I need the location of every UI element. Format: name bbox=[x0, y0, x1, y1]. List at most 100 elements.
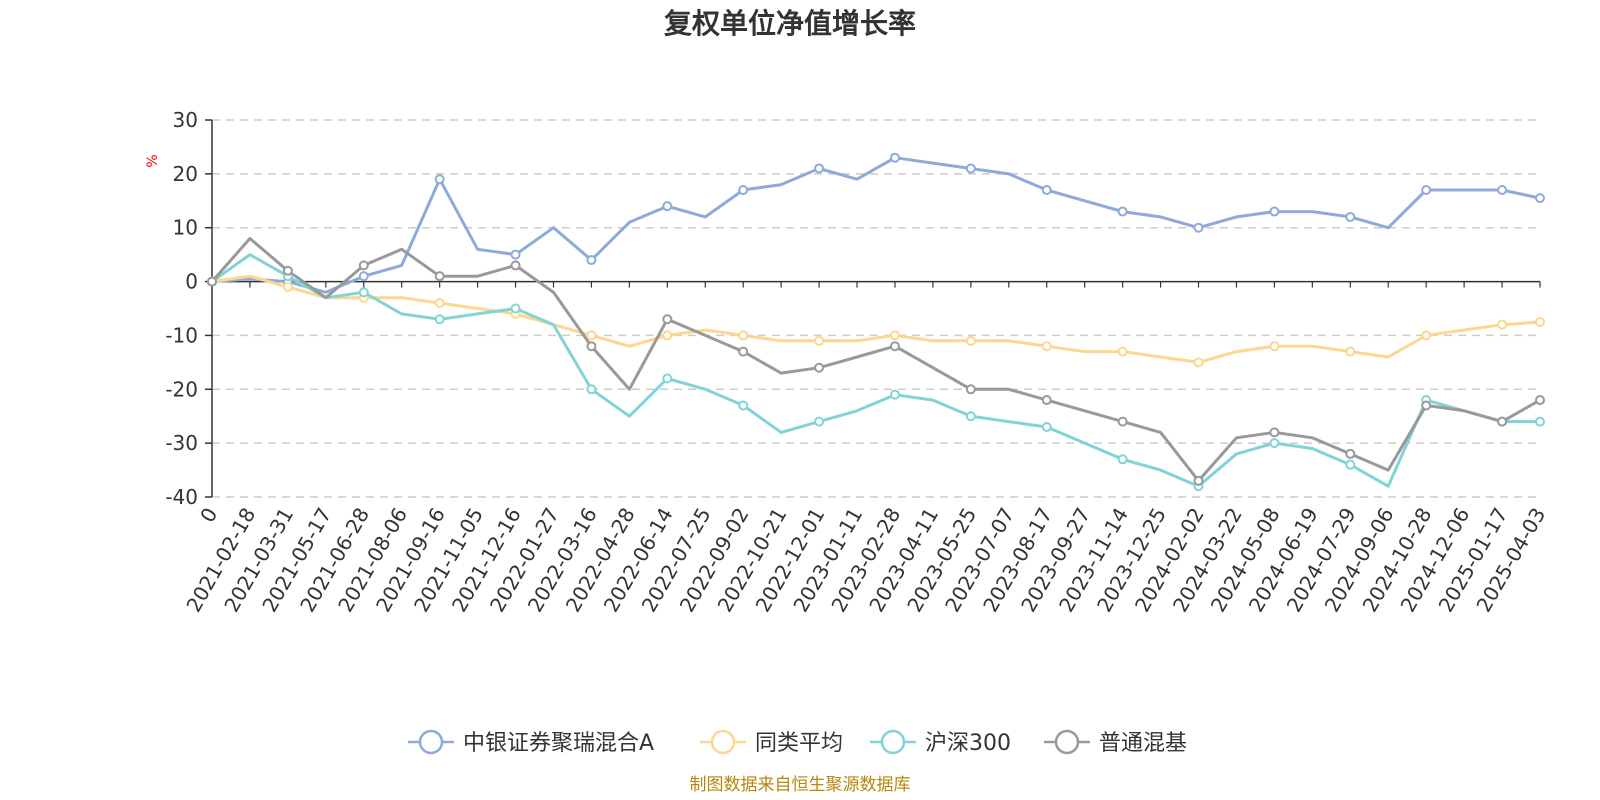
y-tick-label-2: 10 bbox=[173, 216, 198, 240]
series-2-point-6 bbox=[434, 314, 445, 325]
series-2-point-24 bbox=[1117, 454, 1128, 465]
series-0-point-34 bbox=[1497, 185, 1508, 196]
series-3-point-2 bbox=[282, 265, 293, 276]
y-tick-labels: 30 20 10 0 -10 -20 -30 -40 bbox=[165, 108, 198, 509]
series-1-point-26 bbox=[1193, 357, 1204, 368]
series-3-point-14 bbox=[738, 346, 749, 357]
series-3-point-34 bbox=[1497, 416, 1508, 427]
series-3-point-0 bbox=[207, 276, 217, 287]
legend-marker-0 bbox=[418, 729, 444, 755]
series-3-point-4 bbox=[358, 260, 369, 271]
legend-marker-1 bbox=[710, 729, 736, 755]
series-0-point-4 bbox=[358, 271, 369, 282]
series-3-point-18 bbox=[889, 341, 900, 352]
legend-item-0[interactable]: 中银证券聚瑞混合A bbox=[408, 729, 654, 756]
legend-item-1[interactable]: 同类平均 bbox=[700, 729, 843, 756]
series-1-point-28 bbox=[1269, 341, 1280, 352]
series-3-point-10 bbox=[586, 341, 597, 352]
y-tick-label-7: -40 bbox=[165, 485, 198, 509]
x-tick-label-0: 0 bbox=[195, 504, 222, 527]
series-2-point-4 bbox=[358, 287, 369, 298]
series-2-point-12 bbox=[662, 373, 673, 384]
series-3-point-26 bbox=[1193, 475, 1204, 486]
y-tick-label-4: -10 bbox=[165, 323, 198, 347]
series-0-point-28 bbox=[1269, 206, 1280, 217]
series-0-point-10 bbox=[586, 255, 597, 266]
series-2-point-30 bbox=[1345, 459, 1356, 470]
series-0-point-14 bbox=[738, 185, 749, 196]
series-0-point-6 bbox=[434, 174, 445, 185]
series-line-1 bbox=[211, 274, 1541, 364]
series-1-point-30 bbox=[1345, 346, 1356, 357]
series-2-point-20 bbox=[965, 411, 976, 422]
legend-label-2: 沪深300 bbox=[925, 731, 1011, 756]
series-2-point-28 bbox=[1269, 438, 1280, 449]
legend-label-0: 中银证券聚瑞混合A bbox=[463, 731, 654, 756]
series-1-point-12 bbox=[662, 330, 673, 341]
series-0-point-16 bbox=[814, 163, 825, 174]
series-3-point-16 bbox=[814, 362, 825, 373]
series-0-point-26 bbox=[1193, 222, 1204, 233]
source-note: 制图数据来自恒生聚源数据库 bbox=[690, 775, 911, 795]
series-lines bbox=[207, 152, 1545, 492]
series-0-point-20 bbox=[965, 163, 976, 174]
series-0-point-30 bbox=[1345, 211, 1356, 222]
series-3-point-24 bbox=[1117, 416, 1128, 427]
series-line-2 bbox=[211, 253, 1540, 488]
series-3-point-6 bbox=[434, 271, 445, 282]
series-3-point-20 bbox=[965, 384, 976, 395]
series-0-point-18 bbox=[889, 152, 900, 163]
series-2-point-16 bbox=[814, 416, 825, 427]
legend-marker-3 bbox=[1054, 729, 1080, 755]
series-line-3 bbox=[210, 237, 1541, 483]
y-tick-label-0: 30 bbox=[173, 108, 198, 132]
series-1-point-22 bbox=[1041, 341, 1052, 352]
series-3-point-28 bbox=[1269, 427, 1280, 438]
legend-item-2[interactable]: 沪深300 bbox=[870, 729, 1011, 756]
series-1-point-34 bbox=[1497, 319, 1508, 330]
y-tick-label-5: -20 bbox=[165, 377, 198, 401]
y-tick-label-3: 0 bbox=[185, 270, 198, 294]
axes bbox=[205, 119, 1541, 498]
gridlines bbox=[212, 119, 1540, 498]
series-1-point-14 bbox=[738, 330, 749, 341]
series-2-point-18 bbox=[889, 389, 900, 400]
series-0-point-24 bbox=[1117, 206, 1128, 217]
series-3-point-30 bbox=[1345, 448, 1356, 459]
y-tick-label-1: 20 bbox=[173, 162, 198, 186]
series-3-point-12 bbox=[662, 314, 673, 325]
y-axis-label: % bbox=[145, 154, 161, 167]
series-1-point-2 bbox=[282, 281, 293, 292]
series-1-point-18 bbox=[889, 330, 900, 341]
legend-item-3[interactable]: 普通混基 bbox=[1044, 729, 1187, 756]
series-3-point-8 bbox=[510, 260, 521, 271]
legend-label-1: 同类平均 bbox=[755, 731, 843, 756]
series-2-point-10 bbox=[586, 384, 597, 395]
chart-title: 复权单位净值增长率 bbox=[664, 7, 916, 40]
series-3-point-22 bbox=[1041, 395, 1052, 406]
series-1-point-24 bbox=[1117, 346, 1128, 357]
series-1-point-6 bbox=[434, 298, 445, 309]
series-line-0 bbox=[211, 156, 1541, 294]
series-2-point-14 bbox=[738, 400, 749, 411]
y-tick-label-6: -30 bbox=[165, 431, 198, 455]
series-3-point-32 bbox=[1421, 400, 1432, 411]
series-1-point-10 bbox=[586, 330, 597, 341]
series-0-point-22 bbox=[1041, 185, 1052, 196]
series-0-point-8 bbox=[510, 249, 521, 260]
legend[interactable]: 中银证券聚瑞混合A 同类平均 沪深300 普通混基 bbox=[408, 729, 1187, 756]
series-1-point-35 bbox=[1535, 316, 1545, 327]
series-2-point-22 bbox=[1041, 421, 1052, 432]
legend-label-3: 普通混基 bbox=[1099, 731, 1187, 756]
series-1-point-32 bbox=[1421, 330, 1432, 341]
series-1-point-16 bbox=[814, 335, 825, 346]
series-1-point-20 bbox=[965, 335, 976, 346]
series-0-point-12 bbox=[662, 201, 673, 212]
series-0-point-32 bbox=[1421, 185, 1432, 196]
series-2-point-8 bbox=[510, 303, 521, 314]
series-2-point-35 bbox=[1535, 416, 1545, 427]
series-0-point-35 bbox=[1535, 193, 1545, 204]
legend-marker-2 bbox=[880, 729, 906, 755]
x-tick-labels: 02021-02-182021-03-312021-05-172021-06-2… bbox=[181, 504, 1550, 617]
